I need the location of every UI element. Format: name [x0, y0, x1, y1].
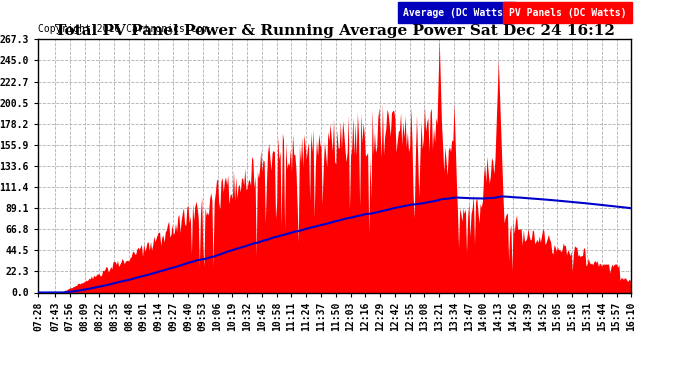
Legend: Average (DC Watts), PV Panels (DC Watts): Average (DC Watts), PV Panels (DC Watts): [403, 8, 627, 18]
Text: Copyright 2016 Cartronics.com: Copyright 2016 Cartronics.com: [38, 24, 208, 34]
Title: Total PV Panel Power & Running Average Power Sat Dec 24 16:12: Total PV Panel Power & Running Average P…: [55, 24, 615, 38]
